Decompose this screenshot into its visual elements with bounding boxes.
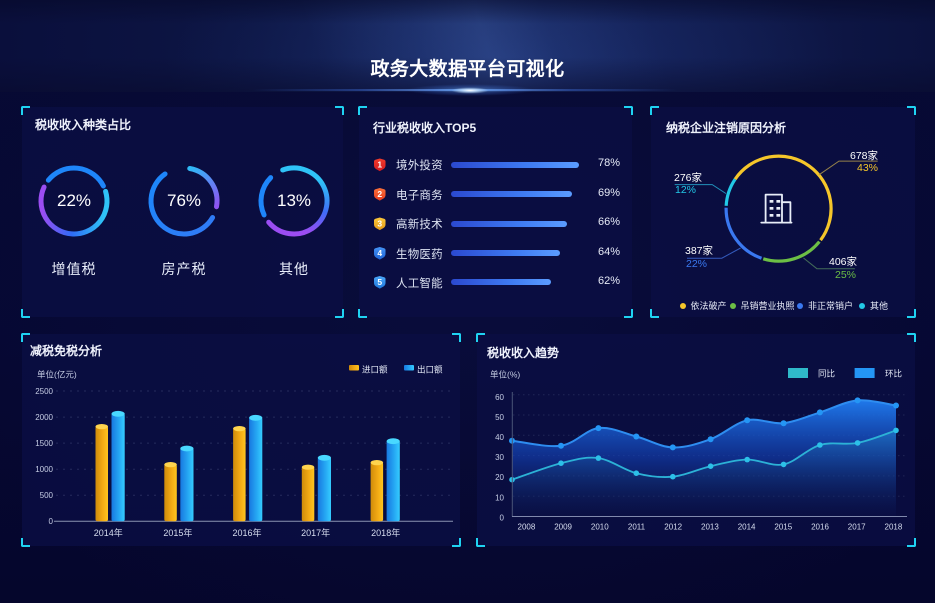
- svg-text:2011: 2011: [628, 523, 646, 532]
- svg-text:10: 10: [495, 493, 504, 502]
- svg-text:60: 60: [495, 393, 504, 402]
- svg-text:出口额: 出口额: [417, 365, 443, 375]
- svg-text:1500: 1500: [35, 439, 53, 448]
- svg-text:2017: 2017: [848, 523, 866, 532]
- svg-text:2: 2: [377, 189, 382, 199]
- svg-text:5: 5: [377, 277, 382, 287]
- svg-text:进口额: 进口额: [362, 365, 388, 375]
- svg-text:2018年: 2018年: [371, 527, 400, 538]
- svg-text:单位(%): 单位(%): [490, 370, 520, 380]
- svg-text:50: 50: [495, 413, 504, 422]
- svg-text:3: 3: [377, 219, 382, 229]
- svg-text:30: 30: [495, 453, 504, 462]
- svg-text:2013: 2013: [701, 523, 719, 532]
- svg-text:0: 0: [49, 517, 54, 526]
- svg-text:2012: 2012: [664, 523, 682, 532]
- svg-text:20: 20: [495, 473, 504, 482]
- svg-text:0: 0: [500, 513, 505, 522]
- svg-text:2015: 2015: [774, 523, 792, 532]
- svg-text:2008: 2008: [518, 523, 536, 532]
- svg-text:2500: 2500: [35, 387, 53, 396]
- svg-text:2000: 2000: [35, 413, 53, 422]
- svg-text:1: 1: [377, 160, 382, 170]
- svg-text:2018: 2018: [885, 523, 903, 532]
- svg-text:1000: 1000: [35, 465, 53, 474]
- svg-text:2010: 2010: [591, 523, 609, 532]
- svg-text:2017年: 2017年: [301, 527, 330, 538]
- svg-text:40: 40: [495, 433, 504, 442]
- svg-text:2016: 2016: [811, 523, 829, 532]
- svg-text:2015年: 2015年: [163, 527, 192, 538]
- svg-text:2014: 2014: [738, 523, 756, 532]
- svg-text:环比: 环比: [885, 369, 902, 379]
- svg-text:单位(亿元): 单位(亿元): [37, 370, 77, 380]
- svg-text:500: 500: [40, 491, 54, 500]
- svg-text:2014年: 2014年: [94, 527, 123, 538]
- svg-text:同比: 同比: [818, 369, 835, 379]
- svg-text:2016年: 2016年: [232, 527, 261, 538]
- svg-text:2009: 2009: [554, 523, 572, 532]
- svg-text:4: 4: [377, 248, 382, 258]
